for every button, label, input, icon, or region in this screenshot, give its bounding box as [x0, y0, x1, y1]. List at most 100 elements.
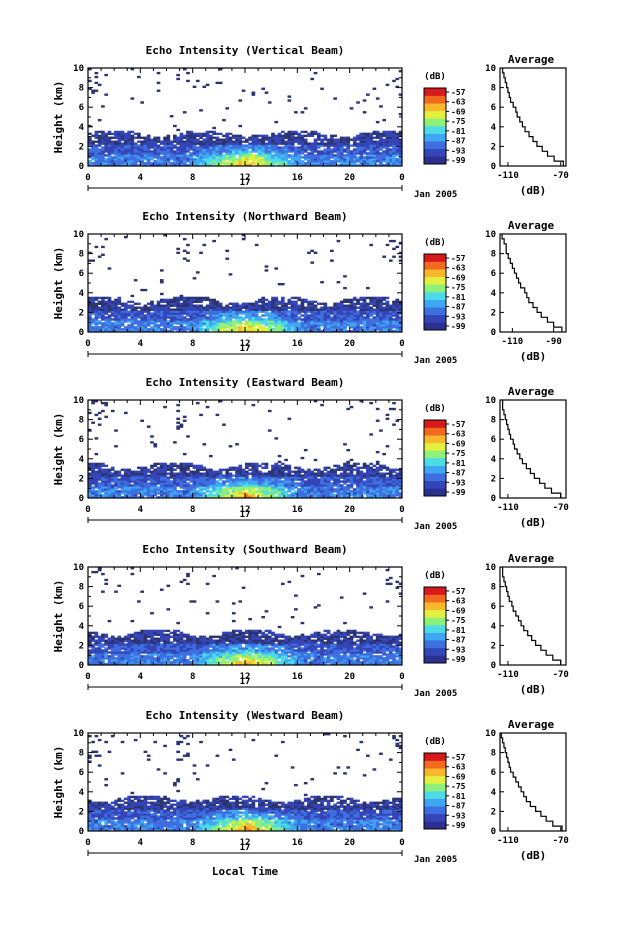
echo-cell — [369, 496, 373, 499]
echo-cell — [150, 138, 154, 141]
echo-cell — [339, 490, 344, 493]
echo-cell — [215, 484, 220, 487]
echo-cell — [94, 318, 99, 321]
echo-cell — [114, 140, 118, 143]
echo-cell — [395, 152, 400, 155]
echo-cell — [251, 328, 256, 331]
echo-cell — [330, 490, 334, 493]
echo-cell — [382, 164, 387, 167]
echo-cell — [104, 134, 109, 137]
echo-cell — [235, 468, 239, 471]
echo-cell — [385, 322, 390, 325]
echo-cell — [251, 93, 256, 96]
echo-cell — [169, 316, 174, 319]
echo-cell — [130, 294, 135, 298]
echo-cell — [169, 142, 174, 145]
colorbar-swatch — [424, 292, 446, 300]
echo-cell — [228, 496, 233, 499]
echo-cell — [352, 326, 357, 329]
echo-cell — [159, 494, 164, 497]
echo-cell — [290, 476, 295, 479]
echo-cell — [123, 480, 128, 483]
echo-cell — [91, 154, 95, 157]
echo-cell — [94, 245, 99, 249]
echo-cell — [127, 304, 131, 307]
echo-cell — [120, 330, 125, 333]
echo-cell — [110, 140, 115, 143]
echo-cell — [356, 466, 360, 469]
echo-cell — [205, 405, 210, 409]
echo-cell — [179, 312, 184, 315]
echo-cell — [287, 142, 292, 145]
echo-cell — [163, 462, 167, 466]
echo-cell — [228, 142, 233, 145]
echo-cell — [91, 300, 95, 303]
echo-cell — [294, 470, 298, 473]
echo-cell — [359, 326, 364, 329]
echo-cell — [369, 324, 373, 327]
echo-cell — [248, 152, 252, 155]
echo-cell — [146, 306, 151, 309]
profile-frame — [499, 399, 567, 499]
echo-cell — [248, 480, 252, 483]
echo-cell — [395, 482, 400, 485]
echo-cell — [130, 146, 135, 149]
echo-cell — [330, 468, 334, 471]
echo-cell — [179, 494, 184, 497]
echo-cell — [392, 326, 396, 329]
echo-cell — [310, 324, 315, 327]
echo-cell — [215, 492, 220, 495]
echo-cell — [117, 162, 122, 165]
echo-cell — [127, 150, 131, 153]
echo-cell — [205, 144, 210, 147]
echo-cell — [284, 320, 288, 323]
echo-cell — [310, 144, 315, 147]
echo-cell — [238, 152, 243, 155]
echo-cell — [228, 322, 233, 325]
echo-field — [88, 400, 403, 499]
echo-cell — [130, 304, 135, 307]
echo-cell — [104, 476, 109, 479]
echo-cell — [287, 312, 292, 315]
echo-cell — [294, 160, 298, 163]
echo-cell — [343, 472, 347, 475]
echo-cell — [186, 464, 190, 468]
echo-cell — [114, 470, 118, 473]
echo-cell — [88, 472, 92, 475]
echo-cell — [326, 330, 331, 333]
echo-cell — [261, 326, 266, 329]
echo-cell — [362, 308, 367, 311]
echo-cell — [271, 466, 275, 469]
echo-cell — [336, 281, 341, 284]
echo-cell — [199, 468, 203, 471]
echo-cell — [101, 140, 105, 143]
echo-cell — [395, 136, 400, 139]
echo-cell — [294, 162, 298, 165]
echo-cell — [395, 320, 400, 323]
echo-cell — [379, 494, 383, 497]
echo-cell — [372, 298, 377, 302]
echo-cell — [258, 306, 262, 309]
echo-cell — [94, 462, 99, 466]
echo-cell — [346, 310, 351, 313]
echo-cell — [91, 312, 95, 315]
echo-cell — [307, 134, 311, 137]
echo-cell — [343, 480, 347, 483]
echo-cell — [169, 154, 174, 157]
echo-cell — [186, 136, 190, 139]
echo-cell — [277, 478, 282, 481]
echo-cell — [284, 306, 288, 309]
echo-cell — [192, 496, 197, 499]
echo-cell — [267, 328, 272, 331]
echo-cell — [114, 306, 118, 309]
echo-cell — [343, 158, 347, 161]
echo-cell — [114, 494, 118, 497]
echo-cell — [343, 482, 347, 485]
echo-cell — [290, 474, 295, 477]
echo-cell — [284, 132, 288, 136]
echo-cell — [231, 134, 236, 137]
echo-cell — [166, 304, 171, 307]
echo-cell — [307, 472, 311, 475]
echo-cell — [362, 490, 367, 493]
echo-cell — [362, 158, 367, 161]
